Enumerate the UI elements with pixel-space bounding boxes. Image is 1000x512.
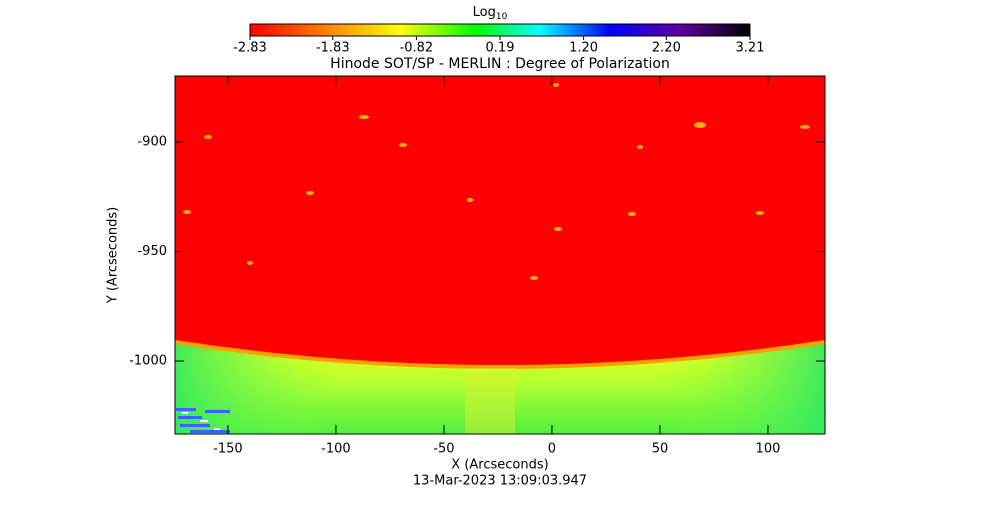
colorbar-tick-label: 3.21 bbox=[736, 41, 765, 56]
x-tick-label: -100 bbox=[321, 442, 351, 457]
x-tick-label: -50 bbox=[433, 442, 454, 457]
x-tick-label: 0 bbox=[548, 442, 556, 457]
solar-image bbox=[174, 76, 826, 434]
date: 13-Mar-2023 13:09:03.947 bbox=[413, 474, 587, 489]
y-tick-label: -1000 bbox=[129, 354, 167, 369]
colorbar-tick-label: 1.20 bbox=[569, 41, 598, 56]
colorbar-tick-label: -1.83 bbox=[316, 41, 350, 56]
colorbar-tick-label: -2.83 bbox=[233, 41, 267, 56]
colorbar-label-subscript: 10 bbox=[496, 12, 508, 22]
x-tick-label: 50 bbox=[652, 442, 669, 457]
y-tick-label: -950 bbox=[137, 244, 167, 259]
y-axis-label: Y (Arcseconds) bbox=[106, 207, 121, 304]
chart-title: Hinode SOT/SP - MERLIN : Degree of Polar… bbox=[330, 56, 670, 72]
colorbar-tick-label: 2.20 bbox=[652, 41, 681, 56]
x-tick-label: -150 bbox=[213, 442, 243, 457]
y-tick-label: -900 bbox=[137, 134, 167, 149]
colorbar-label: Log10 bbox=[473, 5, 508, 22]
plot-frame bbox=[174, 75, 826, 435]
x-tick-label: 100 bbox=[756, 442, 781, 457]
colorbar-tick-label: 0.19 bbox=[486, 41, 515, 56]
colorbar bbox=[249, 23, 751, 37]
colorbar-tick-label: -0.82 bbox=[400, 41, 434, 56]
colorbar-label-base: Log bbox=[473, 5, 496, 20]
x-axis-label: X (Arcseconds) bbox=[451, 458, 548, 473]
